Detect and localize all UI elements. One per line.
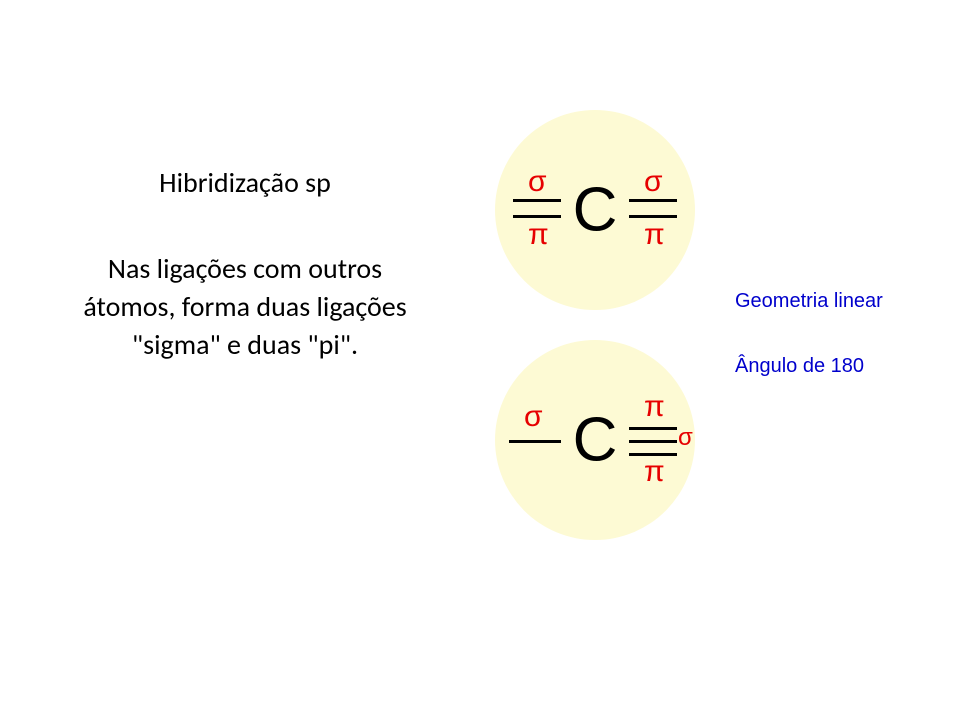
title: Hibridização sp [65,165,425,200]
geometry-note: Geometria linear [735,290,883,313]
diagram-column: C σ π σ π C σ π σ π [470,110,720,570]
d2-right-pi-top: π [644,390,665,424]
d1-right-bond-top [629,199,677,202]
d2-carbon: C [573,405,618,476]
d1-carbon: C [573,175,618,246]
d2-left-sigma: σ [524,400,543,434]
angle-note: Ângulo de 180 [735,355,864,378]
diagram-1-circle: C σ π σ π [495,110,695,310]
d2-right-pi-bottom: π [644,455,665,489]
d1-left-sigma: σ [528,165,547,199]
d1-right-sigma: σ [644,165,663,199]
d1-right-pi: π [644,218,665,252]
description: Nas ligações com outros átomos, forma du… [65,250,425,363]
d1-left-bond-top [513,199,561,202]
left-text-column: Hibridização sp Nas ligações com outros … [65,165,425,363]
d2-right-sigma: σ [678,424,693,452]
diagram-2-circle: C σ π σ π [495,340,695,540]
d2-right-bond-mid [629,440,677,443]
d1-left-pi: π [528,218,549,252]
d2-left-bond [509,440,561,443]
d2-right-bond-top [629,427,677,430]
